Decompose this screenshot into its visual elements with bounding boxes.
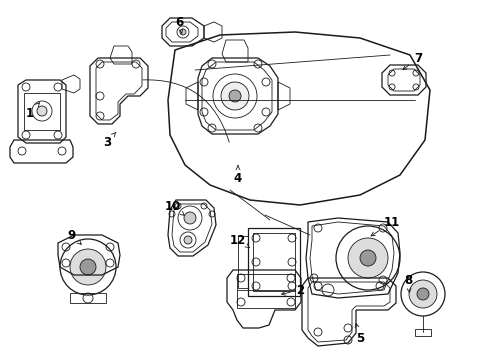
Circle shape bbox=[183, 236, 192, 244]
Text: 11: 11 bbox=[370, 216, 399, 236]
Circle shape bbox=[416, 288, 428, 300]
Text: 5: 5 bbox=[354, 324, 364, 345]
Text: 10: 10 bbox=[164, 199, 184, 215]
Text: 8: 8 bbox=[403, 274, 411, 292]
Bar bbox=[247, 228, 299, 296]
Bar bbox=[252, 233, 294, 291]
Text: 7: 7 bbox=[402, 51, 421, 70]
Circle shape bbox=[70, 249, 106, 285]
Text: 1: 1 bbox=[26, 103, 40, 120]
Text: 3: 3 bbox=[103, 132, 116, 149]
Circle shape bbox=[221, 82, 248, 110]
Text: 12: 12 bbox=[229, 234, 249, 248]
Circle shape bbox=[408, 280, 436, 308]
Circle shape bbox=[37, 106, 47, 116]
Text: 6: 6 bbox=[175, 15, 183, 34]
Text: 9: 9 bbox=[67, 229, 81, 244]
Circle shape bbox=[80, 259, 96, 275]
Circle shape bbox=[359, 250, 375, 266]
Text: 2: 2 bbox=[281, 284, 304, 297]
Circle shape bbox=[228, 90, 241, 102]
Bar bbox=[237, 274, 294, 308]
Circle shape bbox=[347, 238, 387, 278]
Circle shape bbox=[180, 29, 185, 35]
Circle shape bbox=[183, 212, 196, 224]
Text: 4: 4 bbox=[233, 166, 242, 185]
